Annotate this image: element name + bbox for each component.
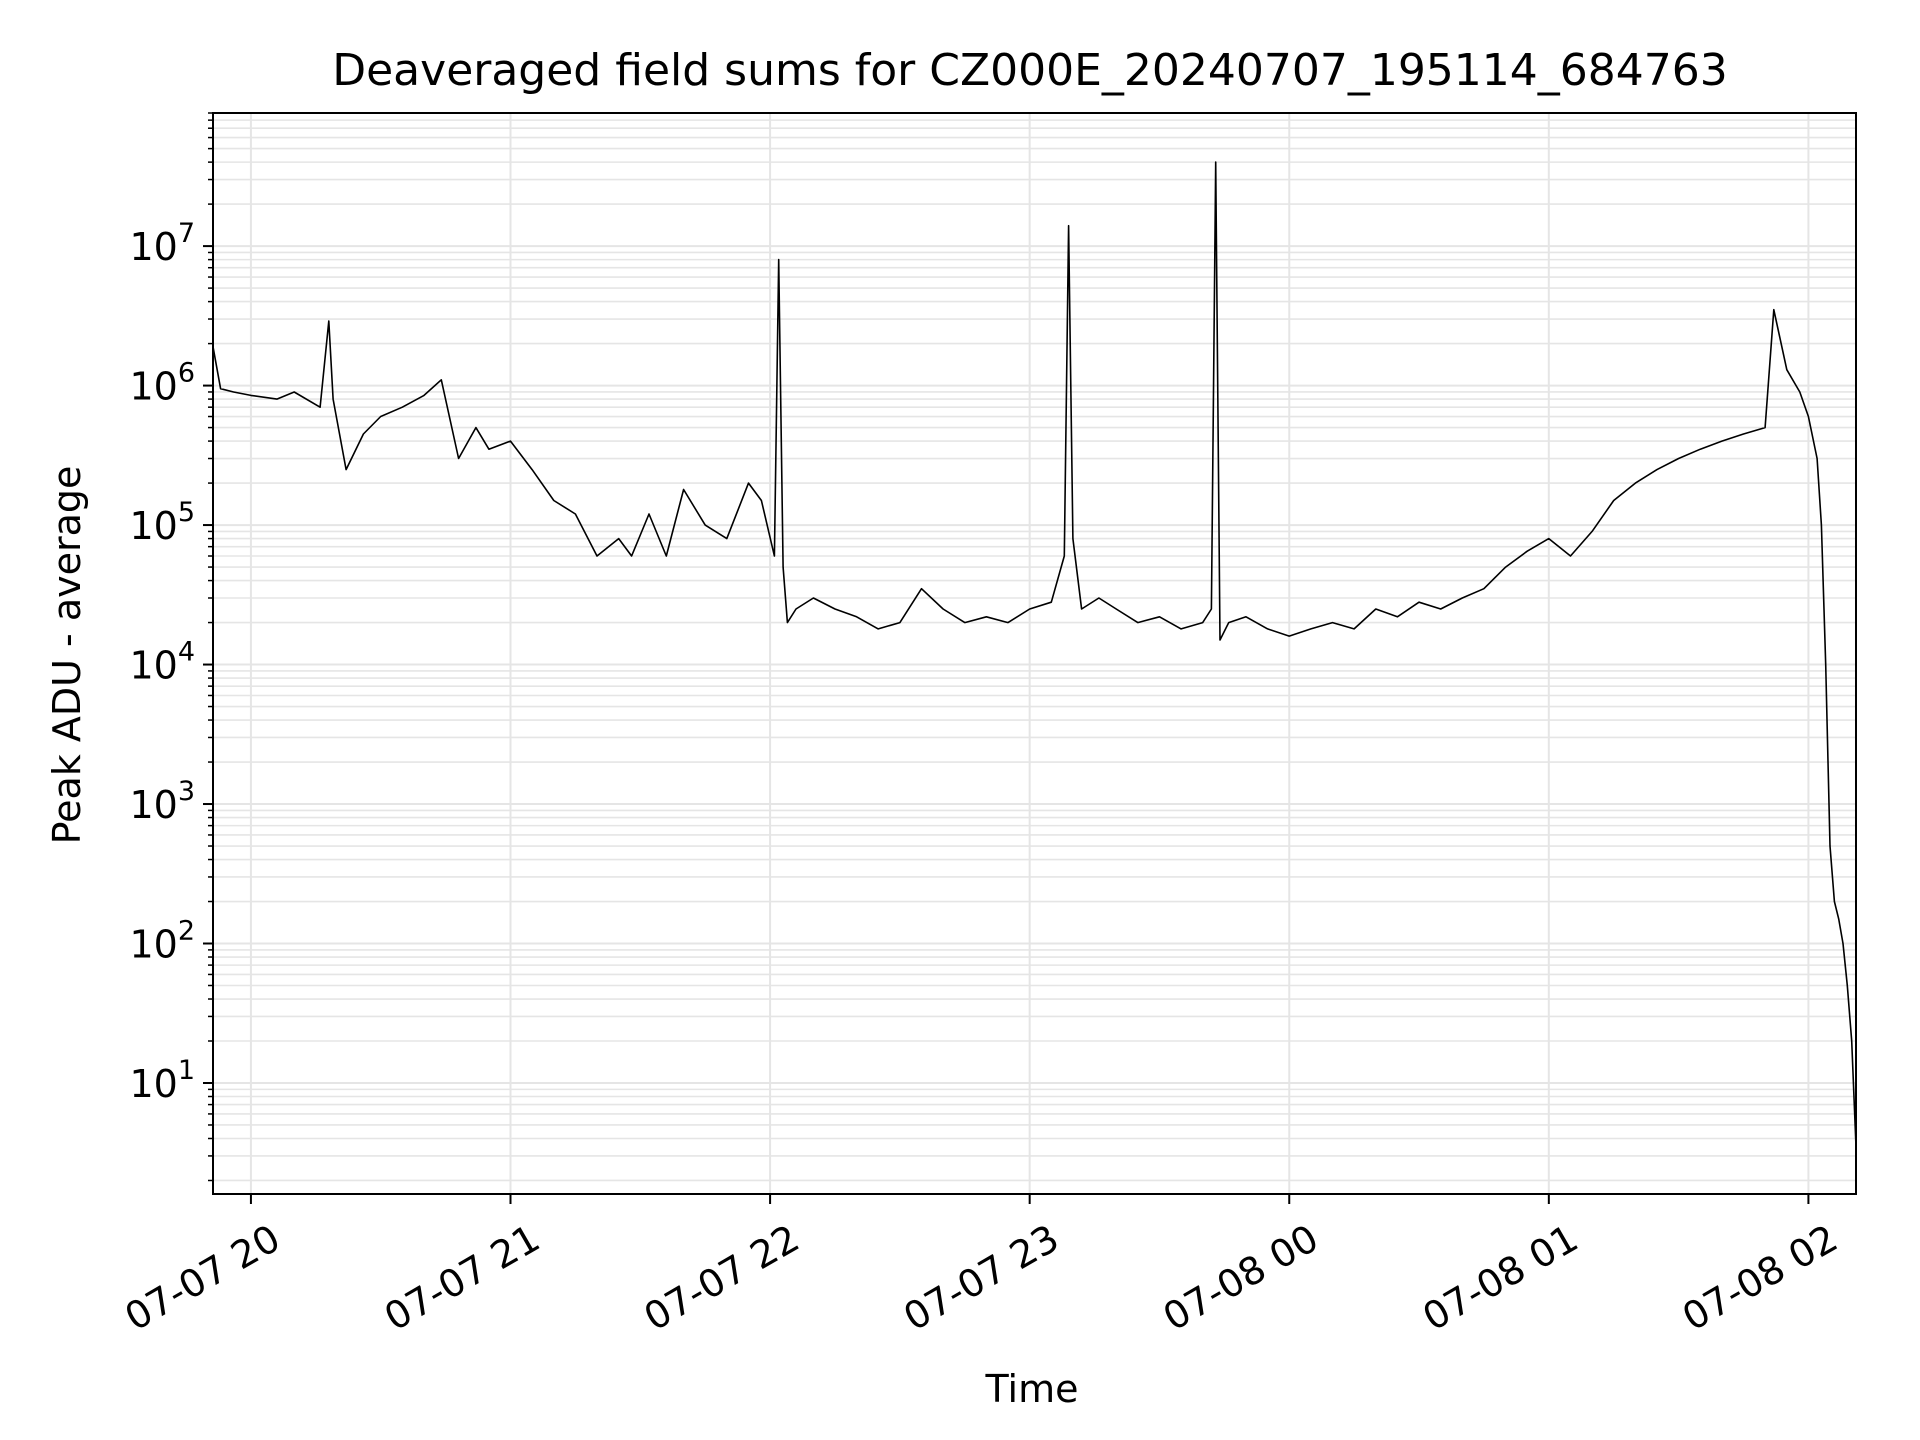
y-tick-label: 103 xyxy=(129,776,195,827)
y-axis-label: Peak ADU - average xyxy=(45,466,89,845)
y-tick-label: 105 xyxy=(129,497,195,548)
y-tick-label: 106 xyxy=(129,358,195,409)
y-tick-label: 107 xyxy=(129,218,195,269)
y-tick-label: 102 xyxy=(129,916,195,967)
chart-title: Deaveraged field sums for CZ000E_2024070… xyxy=(332,45,1728,96)
y-tick-label: 101 xyxy=(129,1055,195,1106)
plot-frame xyxy=(212,112,1857,1195)
series-line xyxy=(212,161,1857,1147)
y-tick-label: 104 xyxy=(129,637,195,688)
x-axis-label: Time xyxy=(985,1367,1079,1411)
